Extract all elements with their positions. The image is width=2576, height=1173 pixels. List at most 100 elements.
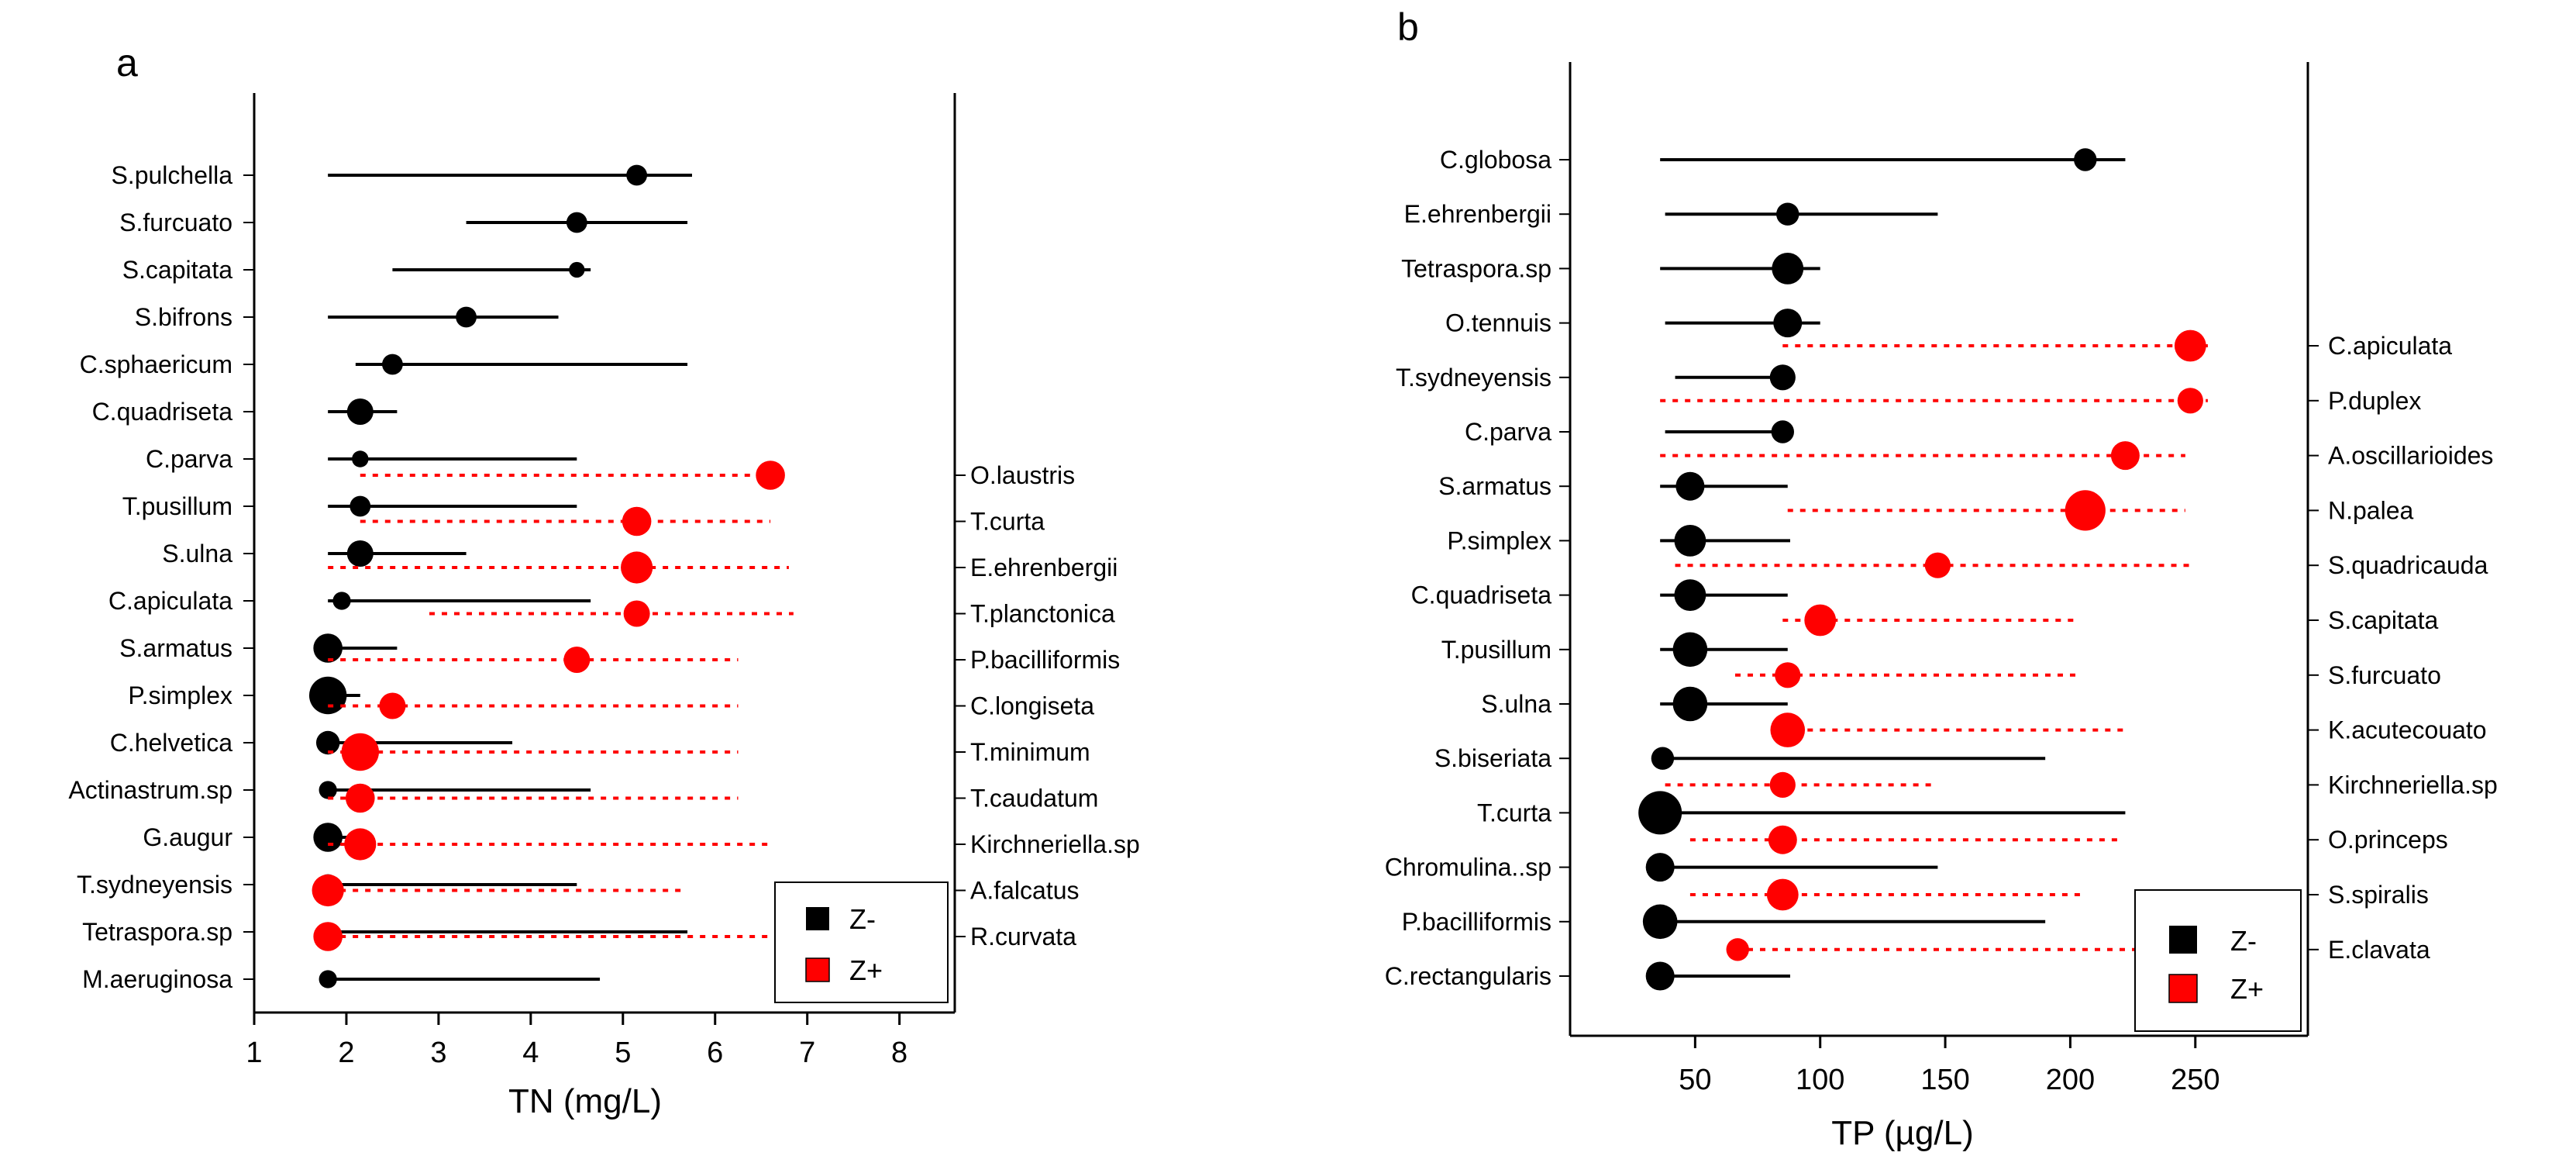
taxon-label-zplus: E.ehrenbergii <box>970 554 1118 581</box>
taxon-label-zminus: S.biseriata <box>1434 744 1551 772</box>
taxon-label-zminus: Chromulina..sp <box>1385 854 1551 881</box>
panel-b-legend-swatch-zminus <box>2169 926 2197 954</box>
taxon-label-zminus: P.simplex <box>1447 526 1551 554</box>
change-point-zminus <box>313 823 343 852</box>
x-tick-label: 200 <box>2046 1064 2095 1096</box>
change-point-zplus <box>756 461 785 490</box>
panel-a-legend-label-zplus: Z+ <box>849 954 883 986</box>
taxon-label-zplus: Kirchneriella.sp <box>970 830 1140 858</box>
change-point-zminus <box>1772 253 1804 285</box>
taxon-label-zminus: P.simplex <box>128 681 232 709</box>
change-point-zminus <box>1674 579 1706 611</box>
taxon-label-zminus: Actinastrum.sp <box>68 776 232 804</box>
change-point-zplus <box>379 692 406 719</box>
taxon-label-zminus: C.sphaericum <box>80 350 232 378</box>
panel-a-legend-box <box>774 881 949 1003</box>
change-point-zplus <box>344 828 377 861</box>
x-tick-label: 3 <box>430 1037 446 1069</box>
change-point-zminus <box>1638 791 1682 835</box>
change-point-zplus <box>2065 490 2106 531</box>
x-tick-label: 100 <box>1796 1064 1844 1096</box>
taxon-label-zminus: C.parva <box>1465 418 1551 446</box>
change-point-zminus <box>456 306 477 328</box>
change-point-zminus <box>1651 747 1675 770</box>
taxon-label-zminus: P.bacilliformis <box>1402 908 1551 936</box>
change-point-zplus <box>1769 771 1796 798</box>
change-point-zplus <box>345 783 375 813</box>
taxon-label-zminus: O.tennuis <box>1445 309 1551 337</box>
change-point-zplus <box>1726 938 1749 961</box>
panel-a: a 1 2 3 4 5 6 7 8 S.pulchella S.furcuato S.capitat… <box>68 41 1139 1120</box>
change-point-zplus <box>2177 388 2203 414</box>
taxon-label-zplus: C.apiculata <box>2328 332 2452 360</box>
change-point-zplus <box>1924 552 1951 578</box>
taxon-label-zplus: E.clavata <box>2328 936 2430 964</box>
change-point-zminus <box>319 781 337 799</box>
taxon-label-zplus: O.laustris <box>970 461 1075 489</box>
change-point-zminus <box>569 261 585 278</box>
change-point-zplus <box>1804 604 1837 637</box>
taxon-label-zplus: P.duplex <box>2328 387 2421 415</box>
x-tick-label: 50 <box>1679 1064 1711 1096</box>
x-tick-label: 4 <box>522 1037 539 1069</box>
change-point-zplus <box>2110 441 2140 471</box>
change-point-zminus <box>1675 471 1705 501</box>
change-point-zminus <box>332 592 351 610</box>
change-point-zplus <box>1770 712 1806 747</box>
change-point-zminus <box>1771 420 1795 443</box>
taxon-label-zminus: C.quadriseta <box>1411 581 1552 609</box>
x-tick-label: 5 <box>615 1037 631 1069</box>
change-point-zplus <box>2174 329 2206 362</box>
change-point-zminus <box>346 540 374 567</box>
panel-a-legend-label-zminus: Z- <box>849 903 876 935</box>
taxon-label-zminus: S.ulna <box>162 540 232 568</box>
taxon-label-zplus: O.princeps <box>2328 826 2448 854</box>
change-point-zminus <box>626 164 648 186</box>
change-point-zminus <box>346 398 374 425</box>
change-point-zminus <box>1645 961 1675 991</box>
taxon-label-zplus: P.bacilliformis <box>970 646 1120 674</box>
taxon-label-zminus: S.armatus <box>119 634 232 662</box>
taxon-label-zplus: T.planctonica <box>970 600 1115 628</box>
change-point-zminus <box>315 730 340 755</box>
change-point-zminus <box>1773 309 1803 338</box>
taxon-label-zplus: C.longiseta <box>970 692 1094 720</box>
taxon-label-zplus: N.palea <box>2328 496 2414 524</box>
panel-b-legend-label-zminus: Z- <box>2230 925 2257 957</box>
change-point-zminus <box>319 970 337 988</box>
change-point-zplus <box>1775 662 1801 688</box>
change-point-zminus <box>1672 686 1708 722</box>
taxon-label-zplus: T.caudatum <box>970 785 1098 812</box>
change-point-zminus <box>1769 364 1796 391</box>
taxon-label-zminus: M.aeruginosa <box>82 965 232 993</box>
panel-b-x-axis-label: TP (µg/L) <box>1831 1114 1973 1152</box>
x-tick-label: 150 <box>1920 1064 1969 1096</box>
taxon-label-zminus: T.pusillum <box>122 492 232 520</box>
x-tick-label: 2 <box>338 1037 354 1069</box>
change-point-zminus <box>313 633 343 663</box>
panel-b-marks: 50 100 150 200 250 C.globosa E.ehrenbergii Tetr… <box>1385 146 2498 1096</box>
taxon-label-zplus: T.minimum <box>970 738 1090 766</box>
change-point-zplus <box>1766 878 1799 911</box>
taxon-label-zminus: S.bifrons <box>135 303 232 331</box>
change-point-zminus <box>2074 148 2097 171</box>
taxon-label-zminus: E.ehrenbergii <box>1404 200 1551 228</box>
taxon-label-zminus: C.rectangularis <box>1385 962 1551 990</box>
taxon-label-zminus: T.sydneyensis <box>77 871 232 899</box>
change-point-zplus <box>622 506 652 536</box>
panel-a-legend: Z- Z+ <box>774 881 949 1003</box>
x-tick-label: 8 <box>891 1037 907 1069</box>
taxon-label-zplus: A.falcatus <box>970 877 1080 905</box>
change-point-zplus <box>341 733 379 771</box>
x-tick-label: 6 <box>707 1037 723 1069</box>
taxon-label-zminus: S.ulna <box>1481 690 1551 718</box>
taxon-label-zminus: S.armatus <box>1438 472 1551 500</box>
taxon-label-zminus: C.parva <box>146 445 232 473</box>
taxon-label-zminus: T.curta <box>1477 799 1551 826</box>
change-point-zplus <box>313 922 343 951</box>
change-point-zplus <box>1768 825 1797 854</box>
taxon-label-zplus: K.acutecouato <box>2328 716 2487 744</box>
panel-b-legend-label-zplus: Z+ <box>2230 973 2264 1005</box>
taxon-label-zplus: S.furcuato <box>2328 661 2441 689</box>
